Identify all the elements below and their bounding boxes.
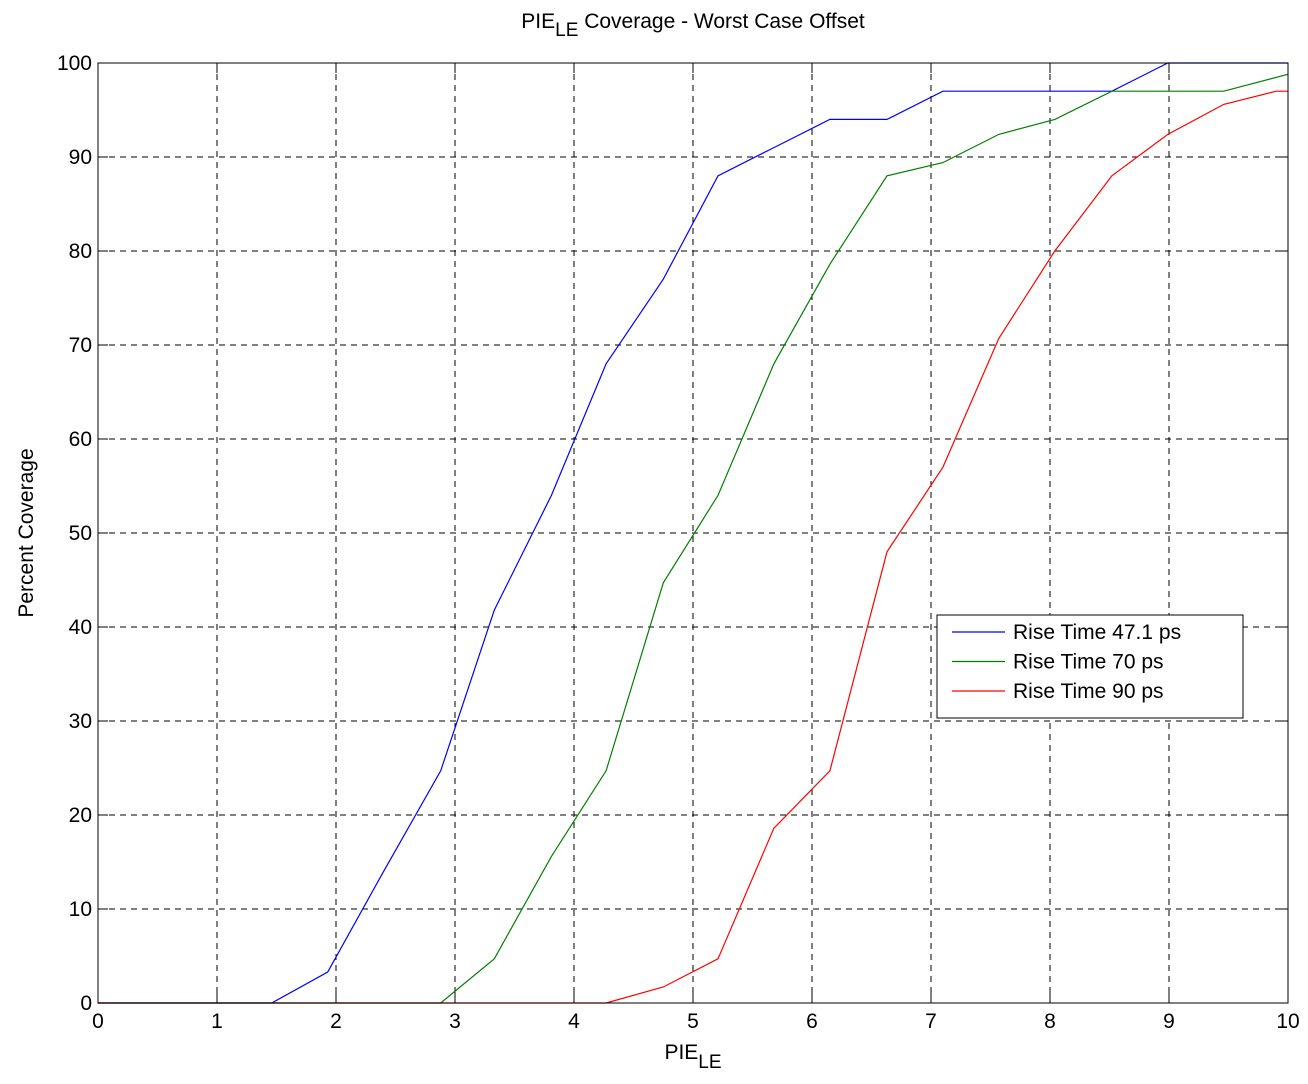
y-tick-label: 80: [69, 240, 92, 263]
x-tick-label: 2: [330, 1010, 342, 1033]
y-tick-label: 60: [69, 428, 92, 451]
x-axis-label-main: PIE: [664, 1041, 698, 1064]
legend: Rise Time 47.1 ps Rise Time 70 ps Rise Tim…: [937, 615, 1243, 718]
y-tick-label: 30: [69, 710, 92, 733]
x-tick-label: 8: [1044, 1010, 1056, 1033]
x-tick-label: 1: [211, 1010, 223, 1033]
y-tick-label: 0: [80, 992, 92, 1015]
y-axis-label: Percent Coverage: [15, 448, 38, 617]
x-tick-label: 9: [1163, 1010, 1175, 1033]
x-axis-label-subscript: LE: [698, 1052, 721, 1073]
x-tick-label: 10: [1276, 1010, 1299, 1033]
legend-label-2: Rise Time 70 ps: [1013, 651, 1164, 674]
y-tick-label: 40: [69, 616, 92, 639]
y-tick-label: 70: [69, 334, 92, 357]
x-tick-label: 0: [92, 1010, 104, 1033]
x-tick-label: 3: [449, 1010, 461, 1033]
x-tick-label: 4: [568, 1010, 580, 1033]
chart-title-main: PIE: [521, 10, 555, 33]
x-tick-label: 7: [925, 1010, 937, 1033]
y-tick-label: 10: [69, 898, 92, 921]
legend-label-3: Rise Time 90 ps: [1013, 680, 1164, 703]
y-tick-label: 50: [69, 522, 92, 545]
legend-label-1: Rise Time 47.1 ps: [1013, 621, 1181, 644]
x-tick-label: 6: [806, 1010, 818, 1033]
x-axis-label: PIELE: [664, 1041, 721, 1073]
y-tick-label: 20: [69, 804, 92, 827]
y-tick-label: 100: [57, 52, 92, 75]
chart-title: PIELE Coverage - Worst Case Offset: [521, 10, 865, 41]
x-tick-label: 5: [687, 1010, 699, 1033]
y-tick-label: 90: [69, 146, 92, 169]
chart-title-rest: Coverage - Worst Case Offset: [578, 10, 864, 33]
chart-title-subscript: LE: [555, 20, 578, 41]
